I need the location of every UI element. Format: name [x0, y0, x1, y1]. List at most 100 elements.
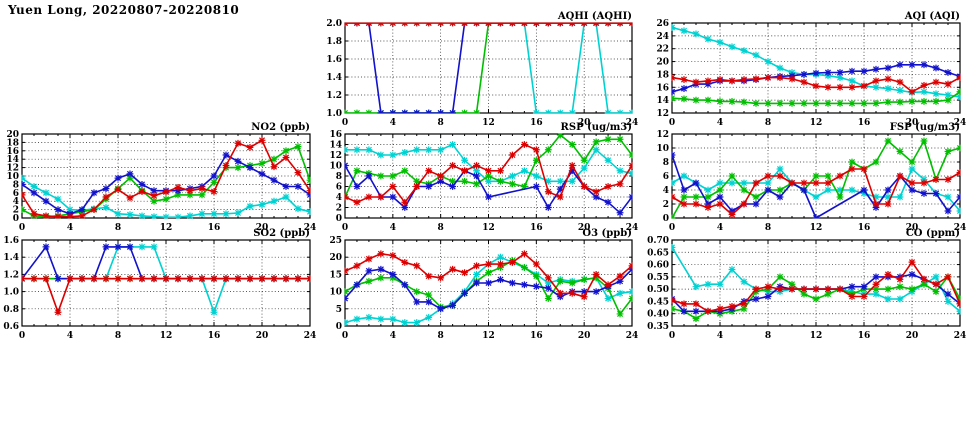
- so2-xtick-label: 24: [304, 331, 317, 341]
- fsp-xtick-label: 8: [765, 223, 771, 233]
- no2-xtick-label: 24: [304, 223, 317, 233]
- aqhi-xtick-label: 0: [342, 118, 348, 128]
- no2-ytick-label: 10: [6, 172, 19, 182]
- o3-xtick-label: 24: [626, 331, 639, 341]
- fsp-xtick-label: 24: [954, 223, 967, 233]
- co-ytick-label: 0.70: [647, 236, 669, 246]
- co-chart-svg: 0.35 0.40 0.45 0.50 0.55 0.60 0.65 0.70 0 4 8 12 16 2…: [647, 228, 967, 341]
- o3-xtick-label: 4: [390, 331, 396, 341]
- aqi-xtick-label: 16: [858, 118, 871, 128]
- aqi-ytick-label: 14: [656, 96, 669, 106]
- so2-ytick-label: 1.6: [3, 236, 19, 246]
- no2-xtick-label: 8: [115, 223, 121, 233]
- co-xtick-label: 12: [810, 331, 823, 341]
- o3-title: O3 (ppb): [582, 228, 632, 239]
- no2-xtick-label: 12: [160, 223, 173, 233]
- so2-ytick-label: 1.4: [3, 253, 19, 263]
- so2-xtick-label: 20: [256, 331, 269, 341]
- aqhi-xtick-label: 4: [390, 118, 396, 128]
- co-series-red: [671, 258, 961, 315]
- aqhi-chart: 1.0 1.2 1.4 1.6 1.8 2.0 0 4 8 12 16 20 24 AQHI (AQHI): [323, 0, 645, 132]
- rsp-ytick-label: 0: [336, 214, 342, 224]
- aqhi-xtick-label: 24: [626, 118, 639, 128]
- aqhi-ytick-label: 1.4: [326, 73, 342, 83]
- o3-ytick-label: 0: [336, 322, 342, 332]
- co-ytick-label: 0.60: [647, 261, 669, 271]
- fsp-ytick-label: 6: [663, 172, 669, 182]
- fsp-series-blue: [671, 151, 961, 219]
- aqhi-ytick-label: 1.2: [326, 91, 342, 101]
- rsp-xtick-label: 4: [390, 223, 396, 233]
- fsp-ytick-label: 10: [656, 144, 669, 154]
- aqhi-ytick-label: 1.0: [326, 109, 342, 119]
- o3-xtick-label: 20: [578, 331, 591, 341]
- o3-plot-frame: [344, 239, 633, 327]
- aqi-ytick-label: 12: [656, 109, 669, 119]
- no2-chart: 0 2 4 6 8 10 12 14 16 18 20 0 4 8 12 16 20 24 NO2 (ppb): [0, 118, 322, 243]
- no2-ytick-label: 6: [13, 189, 19, 199]
- co-xtick-label: 20: [906, 331, 919, 341]
- no2-ytick-label: 20: [6, 130, 19, 140]
- co-ytick-label: 0.65: [647, 248, 669, 258]
- so2-ytick-label: 1.0: [3, 288, 19, 298]
- co-xtick-label: 4: [717, 331, 723, 341]
- co-chart: 0.35 0.40 0.45 0.50 0.55 0.60 0.65 0.70 0 4 8 12 16 2…: [647, 228, 975, 347]
- rsp-xtick-label: 24: [626, 223, 639, 233]
- co-xtick-label: 0: [669, 331, 675, 341]
- aqhi-xtick-label: 8: [438, 118, 444, 128]
- rsp-ytick-label: 6: [336, 183, 342, 193]
- aqhi-ytick-label: 1.8: [326, 37, 342, 47]
- rsp-xtick-label: 0: [342, 223, 348, 233]
- co-xtick-label: 24: [954, 331, 967, 341]
- aqi-xtick-label: 20: [906, 118, 919, 128]
- rsp-ytick-label: 8: [336, 172, 342, 182]
- aqi-title: AQI (AQI): [904, 11, 960, 22]
- o3-series-red: [344, 250, 633, 301]
- fsp-xtick-label: 16: [858, 223, 871, 233]
- fsp-xtick-label: 4: [717, 223, 723, 233]
- o3-xtick-label: 8: [438, 331, 444, 341]
- rsp-ytick-label: 2: [336, 204, 342, 214]
- so2-ytick-label: 1.2: [3, 270, 19, 280]
- so2-xtick-label: 8: [115, 331, 121, 341]
- no2-series-red: [21, 136, 311, 219]
- aqi-grid: [672, 23, 960, 113]
- no2-title: NO2 (ppb): [251, 122, 310, 133]
- aqi-chart-svg: 12 14 16 18 20 22 24 26 0 4 8 12 16 20 24 AQI (AQI): [656, 11, 966, 128]
- co-ytick-label: 0.50: [647, 285, 669, 295]
- no2-series-cyan: [21, 174, 311, 219]
- co-xtick-label: 16: [858, 331, 871, 341]
- o3-chart: 0 5 10 15 20 25 0 4 8 12 16 20 24 O3 (ppb): [323, 228, 645, 347]
- aqi-series-green: [671, 88, 961, 107]
- aqhi-axis-labels: 1.0 1.2 1.4 1.6 1.8 2.0 0 4 8 12 16 20 24: [326, 19, 638, 128]
- page-title: Yuen Long, 20220807-20220810: [8, 3, 240, 17]
- so2-xtick-label: 12: [160, 331, 173, 341]
- aqi-xtick-label: 8: [765, 118, 771, 128]
- o3-ytick-label: 15: [329, 270, 342, 280]
- so2-plot-frame: [21, 239, 311, 327]
- rsp-ytick-label: 12: [329, 151, 342, 161]
- rsp-ticks: [344, 133, 633, 219]
- co-ytick-label: 0.40: [647, 310, 669, 320]
- so2-chart: 0.6 0.8 1.0 1.2 1.4 1.6 0 4 8 12 16 20 24 SO2 (ppb): [0, 228, 322, 347]
- no2-ytick-label: 8: [13, 180, 19, 190]
- o3-chart-svg: 0 5 10 15 20 25 0 4 8 12 16 20 24 O3 (ppb): [329, 228, 639, 341]
- aqi-ytick-label: 18: [656, 70, 669, 80]
- o3-xtick-label: 0: [342, 331, 348, 341]
- no2-ytick-label: 14: [6, 155, 19, 165]
- aqi-ytick-label: 16: [656, 83, 669, 93]
- so2-chart-svg: 0.6 0.8 1.0 1.2 1.4 1.6 0 4 8 12 16 20 24 SO2 (ppb): [3, 228, 316, 341]
- rsp-ytick-label: 14: [329, 141, 342, 151]
- so2-axis-labels: 0.6 0.8 1.0 1.2 1.4 1.6 0 4 8 12 16 20 24: [3, 236, 316, 341]
- co-ytick-label: 0.45: [647, 297, 669, 307]
- rsp-xtick-label: 12: [482, 223, 495, 233]
- fsp-xtick-label: 20: [906, 223, 919, 233]
- o3-ytick-label: 10: [329, 288, 342, 298]
- no2-xtick-label: 0: [19, 223, 25, 233]
- aqhi-series-red: [344, 22, 633, 27]
- aqi-ytick-label: 22: [656, 45, 669, 55]
